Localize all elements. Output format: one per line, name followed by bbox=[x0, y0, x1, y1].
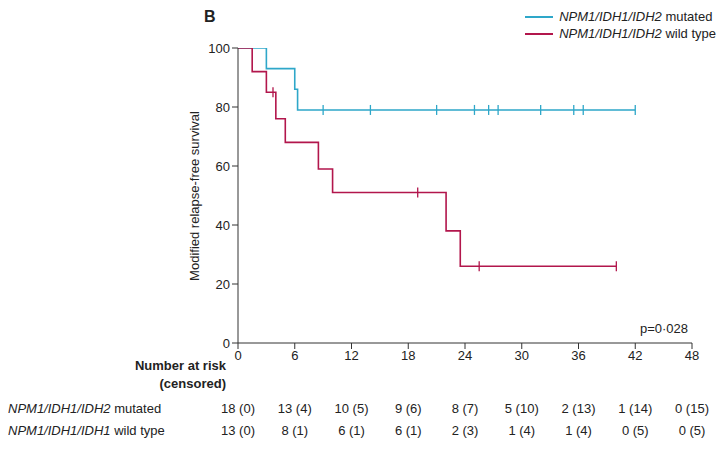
html-text:NPM1/IDH1/IDH2 mutated: NPM1/IDH1/IDH2 mutated bbox=[559, 9, 713, 24]
html-text:8 (1): 8 (1) bbox=[281, 423, 309, 438]
html-text:18 (0): 18 (0) bbox=[221, 401, 255, 416]
html-text:9 (6): 9 (6) bbox=[394, 401, 422, 416]
html-text:2 (13): 2 (13) bbox=[561, 401, 596, 416]
html-text:0 (15): 0 (15) bbox=[675, 401, 709, 416]
svg-text:48: 48 bbox=[685, 348, 699, 363]
html-text:Number at risk: Number at risk bbox=[135, 358, 226, 373]
html-text:2 (3): 2 (3) bbox=[451, 423, 479, 438]
svg-text:18: 18 bbox=[401, 348, 415, 363]
html-text:NPM1/IDH1/IDH2 wild type: NPM1/IDH1/IDH2 wild type bbox=[559, 26, 716, 41]
html-text:13 (0): 13 (0) bbox=[221, 423, 255, 438]
svg-text:0: 0 bbox=[223, 336, 230, 351]
html-text:p=0·028: p=0·028 bbox=[639, 321, 688, 336]
html-text:10 (5): 10 (5) bbox=[334, 401, 369, 416]
svg-text:36: 36 bbox=[571, 348, 585, 363]
html-text:1 (4): 1 (4) bbox=[508, 423, 536, 438]
svg-text:20: 20 bbox=[216, 277, 230, 292]
html-text:5 (10): 5 (10) bbox=[504, 401, 539, 416]
html-text:6 (1): 6 (1) bbox=[338, 423, 365, 438]
html-text:0 (5): 0 (5) bbox=[621, 423, 649, 438]
svg-text:40: 40 bbox=[216, 218, 230, 233]
svg-text:30: 30 bbox=[515, 348, 529, 363]
svg-text:100: 100 bbox=[208, 41, 230, 56]
html-text:13 (4): 13 (4) bbox=[277, 401, 312, 416]
html-text:6 (1): 6 (1) bbox=[394, 423, 422, 438]
html-text:NPM1/IDH1/IDH1 wild type: NPM1/IDH1/IDH1 wild type bbox=[8, 423, 165, 438]
html-text:NPM1/IDH1/IDH2 mutated: NPM1/IDH1/IDH2 mutated bbox=[8, 401, 162, 416]
svg-text:12: 12 bbox=[344, 348, 358, 363]
html-text:1 (14): 1 (14) bbox=[618, 401, 653, 416]
html-text:Modified relapse-free survival: Modified relapse-free survival bbox=[186, 110, 202, 281]
html-text:(censored): (censored) bbox=[159, 376, 226, 391]
svg-text:60: 60 bbox=[216, 159, 230, 174]
svg-text:24: 24 bbox=[458, 348, 472, 363]
svg-text:0: 0 bbox=[234, 348, 241, 363]
svg-text:80: 80 bbox=[216, 100, 230, 115]
svg-text:6: 6 bbox=[291, 348, 298, 363]
html-text:B: B bbox=[204, 8, 216, 25]
svg-text:42: 42 bbox=[628, 348, 642, 363]
html-text:8 (7): 8 (7) bbox=[451, 401, 479, 416]
html-text:1 (4): 1 (4) bbox=[565, 423, 592, 438]
html-text:0 (5): 0 (5) bbox=[678, 423, 706, 438]
